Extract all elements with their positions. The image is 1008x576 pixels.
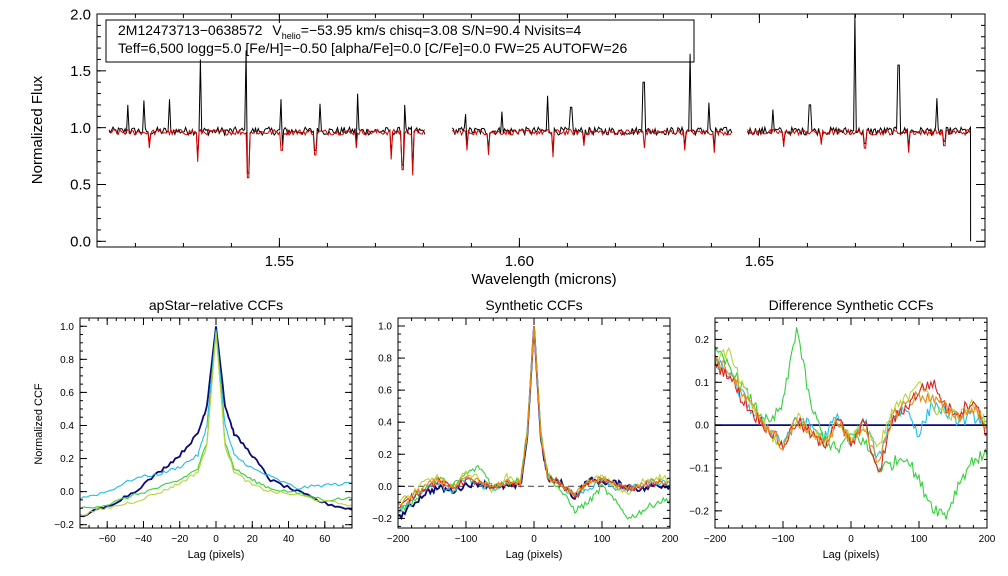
ccf3-y-tick-label: 0.2 xyxy=(695,335,709,346)
ccf3-series-orange xyxy=(715,355,987,464)
spectrum-x-tick-label: 1.60 xyxy=(505,253,534,270)
ccf3-title: Difference Synthetic CCFs xyxy=(769,297,934,313)
spectrum-series-group xyxy=(108,14,972,242)
ccf1-x-tick-label: −20 xyxy=(171,534,188,545)
ccf2-y-tick-label: 0.8 xyxy=(378,354,392,365)
ccf1-y-tick-label: 0.8 xyxy=(60,355,74,366)
ccf1-x-tick-label: 0 xyxy=(213,534,219,545)
ccf1-x-tick-label: 40 xyxy=(283,534,295,545)
ccf3-panel: Difference Synthetic CCFs Lag (pixels) xyxy=(769,297,934,561)
ccf3-x-tick-label: 100 xyxy=(911,534,928,545)
spectrum-y-tick-label: 0.5 xyxy=(70,177,91,194)
ccf2-series-group xyxy=(398,325,670,521)
spectrum-model-segment-1 xyxy=(108,128,426,179)
ccf2-x-tick-label: 100 xyxy=(594,534,611,545)
ccf3-x-tick-label: 200 xyxy=(979,534,996,545)
ccf3-x-tick-label: −200 xyxy=(704,534,727,545)
ccf1-y-tick-label: 0.0 xyxy=(60,487,74,498)
ccf3-axes: −200 −100 0 100 200 −0.2 −0.1 0.0 0.1 0.2 xyxy=(689,317,996,545)
ccf3-y-tick-label: 0.0 xyxy=(695,421,709,432)
ccf3-y-tick-label: 0.1 xyxy=(695,378,709,389)
ccf2-y-tick-label: −0.2 xyxy=(372,514,392,525)
ccf1-x-tick-label: 60 xyxy=(319,534,331,545)
ccf1-series-green xyxy=(80,331,352,510)
ccf2-y-tick-label: 0.6 xyxy=(378,386,392,397)
ccf1-x-tick-label: 20 xyxy=(247,534,259,545)
spectrum-axes: 1.55 1.60 1.65 0.0 0.5 1.0 1.5 2.0 xyxy=(70,6,986,270)
ccf2-axes: −200 −100 0 100 200 −0.2 0.0 0.2 0.4 0.6 0.8 1.0 xyxy=(372,317,679,545)
annotation-line-1: 2M12473713−0638572 Vhelio=−53.95 km/s chi… xyxy=(118,22,582,41)
spectrum-panel: 2M12473713−0638572 Vhelio=−53.95 km/s chi… xyxy=(29,19,695,288)
spectrum-x-tick-label: 1.55 xyxy=(265,253,294,270)
ccf1-y-tick-label: 0.6 xyxy=(60,388,74,399)
ccf2-x-tick-label: −200 xyxy=(387,534,410,545)
ccf2-y-tick-label: 1.0 xyxy=(378,322,392,333)
ccf2-title: Synthetic CCFs xyxy=(485,297,582,313)
ccf1-y-tick-label: 0.2 xyxy=(60,454,74,465)
ccf3-x-tick-label: −100 xyxy=(772,534,795,545)
spectrum-y-tick-label: 0.0 xyxy=(70,234,91,251)
ccf2-x-tick-label: 0 xyxy=(531,534,537,545)
spectrum-model-segment-2 xyxy=(451,127,733,158)
ccf1-series-group xyxy=(80,326,352,518)
ccf2-y-tick-label: 0.4 xyxy=(378,418,392,429)
spectrum-x-tick-label: 1.65 xyxy=(745,253,774,270)
ccf2-x-tick-label: 200 xyxy=(662,534,679,545)
ccf3-series-green xyxy=(715,327,987,520)
spectrum-y-tick-label: 2.0 xyxy=(70,6,91,23)
ccf2-y-tick-label: 0.2 xyxy=(378,450,392,461)
spectrum-x-axis-label: Wavelength (microns) xyxy=(471,271,616,288)
ccf2-x-axis-label: Lag (pixels) xyxy=(506,549,563,561)
ccf2-x-tick-label: −100 xyxy=(455,534,478,545)
ccf2-panel: Synthetic CCFs Lag (pixels) xyxy=(485,297,582,561)
ccf3-x-tick-label: 0 xyxy=(848,534,854,545)
ccf2-series-orange xyxy=(398,325,670,507)
ccf1-panel: apStar−relative CCFs Lag (pixels) Normal… xyxy=(33,297,283,561)
spectrum-annotation-box: 2M12473713−0638572 Vhelio=−53.95 km/s chi… xyxy=(105,19,695,63)
ccf2-y-tick-label: 0.0 xyxy=(378,482,392,493)
ccf1-x-tick-label: −40 xyxy=(135,534,152,545)
ccf3-series-group xyxy=(715,327,987,520)
ccf1-y-tick-label: 1.0 xyxy=(60,322,74,333)
ccf1-x-axis-label: Lag (pixels) xyxy=(188,549,245,561)
annotation-line-2: Teff=6,500 logg=5.0 [Fe/H]=−0.50 [alpha/… xyxy=(118,40,627,56)
spectrum-y-tick-label: 1.5 xyxy=(70,63,91,80)
spectrum-y-axis-label: Normalized Flux xyxy=(29,75,46,184)
ccf1-title: apStar−relative CCFs xyxy=(149,297,283,313)
ccf1-series-yellow-green xyxy=(80,332,352,516)
spectrum-y-tick-label: 1.0 xyxy=(70,120,91,137)
ccf3-x-axis-label: Lag (pixels) xyxy=(823,549,880,561)
ccf1-series-cyan xyxy=(80,329,352,500)
spectrum-frame xyxy=(96,13,986,248)
ccf1-axes: −60 −40 −20 0 20 40 60 −0.2 0.0 0.2 0.4 0.6 0.8 1.0 xyxy=(54,317,353,545)
ccf1-y-tick-label: −0.2 xyxy=(54,520,74,531)
ccf1-x-tick-label: −60 xyxy=(99,534,116,545)
ccf3-y-tick-label: −0.1 xyxy=(689,464,709,475)
ccf3-y-tick-label: −0.2 xyxy=(689,506,709,517)
ccf1-series-navy xyxy=(80,326,352,518)
ccf1-y-tick-label: 0.4 xyxy=(60,421,74,432)
spectrum-model-segment-3 xyxy=(747,127,971,153)
ccf1-y-axis-label: Normalized CCF xyxy=(33,383,45,465)
